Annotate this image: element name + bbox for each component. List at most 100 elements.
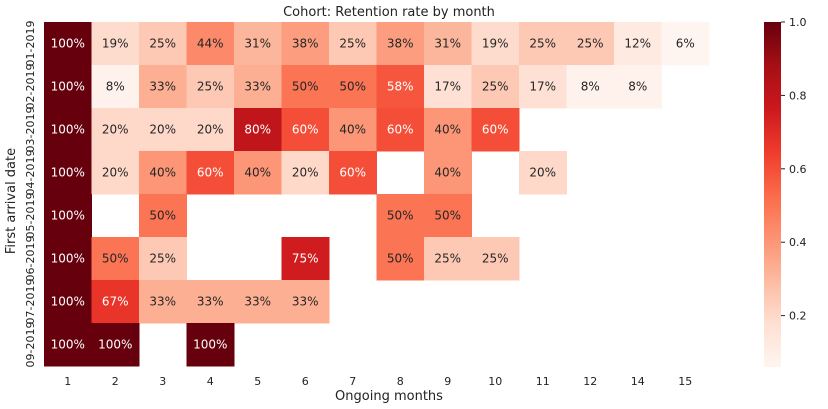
- x-tick-label: 12: [583, 375, 597, 388]
- cell-value-label: 60%: [339, 166, 366, 180]
- heatmap-cell: [234, 280, 282, 324]
- colorbar-tick-label: 0.4: [789, 236, 807, 249]
- cell-value-label: 20%: [102, 166, 129, 180]
- cell-value-label: 38%: [292, 37, 319, 51]
- colorbar-tick-label: 0.8: [789, 89, 807, 102]
- cell-value-label: 33%: [149, 295, 176, 309]
- cell-value-label: 31%: [244, 37, 271, 51]
- cell-value-label: 25%: [197, 80, 224, 94]
- cell-value-label: 19%: [102, 37, 129, 51]
- y-tick-label: 02-2019: [24, 64, 37, 110]
- x-tick-label: 4: [207, 375, 214, 388]
- x-tick-label: 9: [444, 375, 451, 388]
- heatmap-cell: [329, 151, 377, 195]
- y-axis-ticks: 01-201902-201903-201904-201905-201906-20…: [24, 21, 37, 368]
- heatmap-cell: [281, 151, 330, 195]
- x-tick-label: 1: [64, 375, 71, 388]
- cell-value-label: 100%: [193, 338, 227, 352]
- heatmap-cell: [424, 65, 472, 109]
- cell-value-label: 17%: [434, 80, 461, 94]
- heatmap-cell: [281, 280, 330, 324]
- heatmap-cell: [281, 108, 330, 152]
- cell-value-label: 80%: [244, 123, 271, 137]
- heatmap-cell: [376, 65, 425, 109]
- cell-value-label: 60%: [292, 123, 319, 137]
- heatmap-cell: [234, 22, 282, 66]
- heatmap-cell: [91, 22, 140, 66]
- heatmap-cell: [139, 22, 187, 66]
- heatmap-cell: [376, 237, 425, 281]
- cell-value-label: 50%: [387, 252, 414, 266]
- heatmap-cell: [424, 108, 472, 152]
- cell-value-label: 33%: [244, 80, 271, 94]
- y-axis-label: First arrival date: [4, 148, 19, 254]
- cell-value-label: 40%: [434, 123, 461, 137]
- heatmap-cell: [91, 280, 140, 324]
- cell-value-label: 100%: [51, 295, 85, 309]
- cell-value-label: 8%: [581, 80, 600, 94]
- heatmap-cell: [614, 65, 662, 109]
- cell-value-label: 6%: [676, 37, 695, 51]
- cell-value-label: 8%: [628, 80, 647, 94]
- cell-value-label: 33%: [244, 295, 271, 309]
- x-tick-label: 3: [159, 375, 166, 388]
- cell-value-label: 100%: [51, 37, 85, 51]
- y-tick-label: 07-2019: [24, 279, 37, 325]
- cell-value-label: 60%: [387, 123, 414, 137]
- cell-value-label: 50%: [292, 80, 319, 94]
- heatmap-cell: [139, 151, 187, 195]
- y-tick-label: 01-2019: [24, 21, 37, 67]
- heatmap-cell: [91, 237, 140, 281]
- heatmap-cell: [424, 194, 472, 238]
- heatmap-cell: [44, 323, 92, 367]
- cell-value-label: 44%: [197, 37, 224, 51]
- x-tick-label: 6: [302, 375, 309, 388]
- y-tick-label: 05-2019: [24, 193, 37, 239]
- cell-value-label: 67%: [102, 295, 129, 309]
- heatmap-cell: [566, 22, 615, 66]
- colorbar-tick-label: 0.2: [789, 310, 807, 323]
- cell-value-label: 17%: [529, 80, 556, 94]
- heatmap-cell: [376, 194, 425, 238]
- heatmap-cell: [44, 65, 92, 109]
- heatmap-cell: [234, 108, 282, 152]
- heatmap-cell: [91, 65, 140, 109]
- cell-value-label: 33%: [149, 80, 176, 94]
- heatmap-cell: [471, 108, 520, 152]
- heatmap-cell: [44, 108, 92, 152]
- heatmap-cell: [281, 22, 330, 66]
- x-tick-label: 8: [397, 375, 404, 388]
- heatmap-cell: [186, 22, 235, 66]
- x-axis-label: Ongoing months: [335, 389, 443, 404]
- colorbar-tick-label: 1.0: [789, 16, 807, 29]
- cell-value-label: 25%: [434, 252, 461, 266]
- cell-value-label: 100%: [51, 209, 85, 223]
- heatmap-cell: [186, 151, 235, 195]
- x-axis-ticks: 1 2 3 4 5 6 7 8 9 10 11 12 14 15: [64, 375, 692, 388]
- heatmap-cell: [661, 22, 710, 66]
- heatmap-cell: [139, 237, 187, 281]
- cell-value-label: 25%: [149, 37, 176, 51]
- cell-value-label: 19%: [482, 37, 509, 51]
- heatmap-cell: [44, 22, 92, 66]
- cell-value-label: 20%: [197, 123, 224, 137]
- x-tick-label: 11: [536, 375, 550, 388]
- cell-value-label: 40%: [434, 166, 461, 180]
- heatmap-cell: [234, 151, 282, 195]
- cell-value-label: 33%: [197, 295, 224, 309]
- y-tick-label: 09-2019: [24, 322, 37, 368]
- cell-value-label: 60%: [197, 166, 224, 180]
- heatmap-cell: [44, 237, 92, 281]
- cell-value-label: 60%: [482, 123, 509, 137]
- x-tick-label: 5: [254, 375, 261, 388]
- cell-value-label: 25%: [577, 37, 604, 51]
- heatmap-cell: [139, 280, 187, 324]
- cell-value-label: 100%: [51, 166, 85, 180]
- cell-value-label: 20%: [292, 166, 319, 180]
- heatmap-cell: [424, 237, 472, 281]
- cell-value-label: 25%: [482, 252, 509, 266]
- cell-value-label: 25%: [482, 80, 509, 94]
- cell-value-label: 100%: [51, 252, 85, 266]
- heatmap-cell: [329, 65, 377, 109]
- x-tick-label: 2: [112, 375, 119, 388]
